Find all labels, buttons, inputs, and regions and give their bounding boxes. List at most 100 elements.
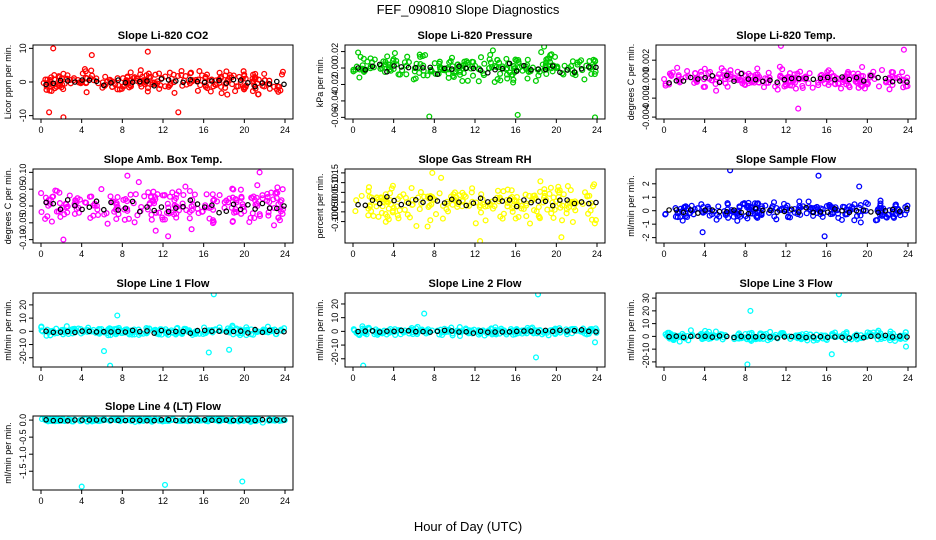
data-point (425, 203, 432, 211)
mean-point (774, 79, 781, 86)
data-point (256, 212, 264, 220)
data-point (135, 179, 142, 186)
data-point (504, 75, 511, 82)
data-point (547, 184, 554, 191)
data-point (516, 198, 523, 205)
mean-point (499, 329, 506, 335)
mean-point (50, 417, 57, 424)
data-point (191, 191, 198, 198)
data-points (38, 416, 288, 490)
panel-title: Slope Line 1 Flow (117, 278, 210, 290)
mean-point (173, 78, 179, 84)
y-tick-label: 0.00 (18, 197, 28, 215)
data-point (71, 210, 78, 217)
data-point (44, 213, 51, 220)
data-point (203, 191, 210, 198)
data-point (693, 78, 700, 86)
y-tick-label: 20 (641, 306, 651, 316)
mean-point (230, 201, 237, 208)
data-point (145, 189, 152, 196)
mean-point (745, 76, 752, 82)
data-point (497, 213, 504, 220)
plot-frame (32, 415, 294, 491)
data-point (482, 217, 489, 224)
x-tick-label: 16 (199, 249, 209, 259)
y-tick-label: 20 (18, 300, 28, 310)
mean-point (571, 200, 578, 207)
y-tick-label: -0.06 (330, 107, 340, 128)
data-point (274, 189, 281, 196)
x-tick-label: 0 (661, 125, 666, 135)
mean-point (129, 198, 136, 205)
data-point (713, 87, 720, 94)
data-point (817, 77, 824, 84)
data-point (232, 195, 239, 203)
data-point (53, 187, 60, 195)
data-point (760, 84, 768, 91)
x-tick-label: 20 (862, 249, 872, 259)
outlier-point (541, 45, 548, 50)
outlier-point (744, 361, 751, 367)
y-tick-label: 0.05 (18, 180, 28, 198)
data-point (885, 211, 892, 218)
mean-point (723, 72, 730, 79)
data-point (159, 216, 166, 223)
y-tick-label: -0.5 (18, 429, 28, 445)
data-point (367, 63, 374, 70)
data-point (277, 208, 285, 215)
data-point (747, 210, 754, 217)
mean-point (470, 330, 477, 336)
mean-point (355, 328, 361, 335)
mean-point (723, 333, 730, 340)
mean-point (817, 209, 824, 215)
mean-point (72, 202, 78, 209)
x-tick-label: 4 (79, 249, 84, 259)
data-point (510, 63, 517, 70)
panel-3: Slope Li-820 Temp. degrees C per min. 0 4 8 1… (626, 30, 917, 135)
mean-point (557, 197, 563, 204)
data-point (438, 174, 445, 181)
x-tick-label: 8 (743, 373, 748, 383)
data-point (186, 80, 193, 87)
y-axis-label: ml/min per min. (3, 299, 13, 361)
data-point (530, 207, 538, 214)
data-point (71, 326, 79, 333)
data-point (734, 217, 741, 224)
x-tick-label: 12 (781, 373, 791, 383)
data-point (676, 338, 683, 345)
data-point (131, 219, 138, 226)
data-point (536, 68, 543, 75)
mean-point (398, 327, 405, 334)
mean-point (93, 198, 100, 205)
data-point (113, 215, 120, 223)
plot-frame (344, 44, 606, 120)
data-point (159, 192, 166, 199)
data-point (473, 199, 480, 206)
data-point (365, 212, 372, 219)
panel-title: Slope Li-820 Pressure (418, 30, 533, 42)
data-point (767, 328, 774, 335)
mean-point (571, 69, 578, 75)
mean-point (209, 202, 215, 209)
y-tick-label: -0.10 (18, 229, 28, 250)
mean-point (201, 204, 208, 210)
data-point (510, 79, 517, 86)
mean-point (115, 207, 122, 213)
data-point (264, 194, 271, 201)
data-point (702, 327, 709, 334)
data-point (731, 74, 738, 81)
mean-point (50, 80, 57, 87)
mean-point (774, 335, 781, 341)
data-point (165, 210, 172, 217)
data-point (843, 330, 850, 337)
y-tick-label: 20 (330, 299, 340, 309)
mean-point (57, 77, 64, 84)
x-tick-label: 24 (280, 125, 290, 135)
data-point (524, 75, 531, 82)
x-tick-label: 16 (822, 125, 832, 135)
mean-point (434, 328, 441, 335)
x-tick-label: 20 (239, 125, 249, 135)
data-point (224, 91, 231, 98)
mean-point (585, 328, 592, 335)
